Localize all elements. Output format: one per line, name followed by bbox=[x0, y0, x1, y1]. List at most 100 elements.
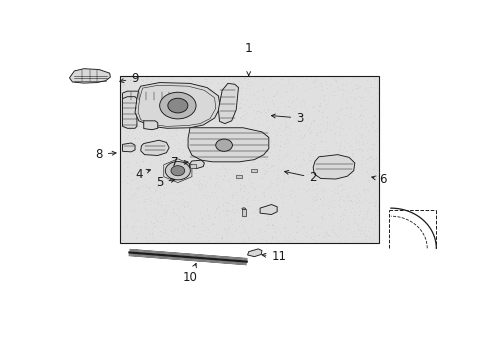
Point bbox=[220, 124, 227, 130]
Point bbox=[176, 175, 183, 180]
Point bbox=[138, 183, 146, 189]
Point bbox=[269, 156, 277, 162]
Point bbox=[145, 148, 153, 153]
Point bbox=[161, 118, 169, 124]
Point bbox=[162, 227, 169, 233]
Point bbox=[353, 200, 361, 206]
Point bbox=[293, 218, 301, 224]
Point bbox=[273, 177, 281, 183]
Point bbox=[194, 83, 202, 89]
Point bbox=[232, 135, 240, 141]
Point bbox=[256, 204, 264, 210]
Point bbox=[212, 93, 220, 99]
Point bbox=[232, 193, 240, 198]
Point bbox=[130, 116, 138, 121]
Point bbox=[217, 152, 225, 158]
Point bbox=[222, 213, 230, 219]
Point bbox=[367, 193, 375, 199]
Point bbox=[240, 214, 247, 220]
Point bbox=[364, 200, 372, 206]
Point bbox=[216, 153, 224, 159]
Point bbox=[121, 216, 129, 222]
Point bbox=[166, 175, 174, 181]
Point bbox=[250, 194, 258, 199]
Point bbox=[244, 237, 252, 243]
Point bbox=[194, 99, 202, 104]
Point bbox=[306, 150, 314, 156]
Point bbox=[373, 116, 381, 122]
Point bbox=[231, 197, 239, 203]
Point bbox=[157, 198, 165, 204]
Point bbox=[127, 131, 135, 136]
Point bbox=[229, 103, 237, 108]
Point bbox=[289, 235, 297, 241]
Point bbox=[191, 157, 199, 163]
Point bbox=[344, 104, 351, 110]
Point bbox=[126, 96, 134, 102]
Point bbox=[334, 190, 342, 196]
Point bbox=[239, 207, 247, 213]
Point bbox=[138, 137, 146, 143]
Point bbox=[270, 143, 278, 149]
Point bbox=[267, 179, 275, 185]
Point bbox=[142, 74, 149, 80]
Point bbox=[253, 214, 261, 220]
Text: 7: 7 bbox=[171, 157, 188, 170]
Point bbox=[339, 80, 346, 86]
Point bbox=[331, 109, 339, 115]
Point bbox=[286, 194, 294, 199]
Point bbox=[331, 117, 339, 123]
Point bbox=[225, 208, 233, 213]
Point bbox=[202, 81, 209, 86]
Point bbox=[122, 180, 130, 186]
Point bbox=[195, 178, 203, 184]
Point bbox=[291, 83, 299, 89]
Point bbox=[238, 195, 245, 201]
Point bbox=[265, 149, 273, 155]
Point bbox=[271, 228, 279, 234]
Point bbox=[195, 210, 203, 216]
Point bbox=[362, 197, 369, 203]
Point bbox=[205, 193, 213, 199]
Point bbox=[280, 145, 287, 150]
Point bbox=[155, 157, 163, 163]
Point bbox=[273, 88, 281, 94]
Point bbox=[247, 180, 255, 185]
Point bbox=[268, 234, 276, 240]
Point bbox=[127, 185, 135, 191]
Point bbox=[338, 186, 346, 192]
Point bbox=[269, 168, 277, 174]
Point bbox=[337, 181, 345, 187]
Point bbox=[239, 157, 247, 163]
Point bbox=[121, 117, 129, 123]
Point bbox=[313, 83, 321, 89]
Point bbox=[363, 77, 370, 83]
Point bbox=[208, 221, 216, 227]
Point bbox=[241, 183, 249, 189]
Point bbox=[369, 164, 377, 170]
Point bbox=[368, 147, 376, 152]
Point bbox=[252, 230, 260, 236]
Point bbox=[162, 164, 170, 170]
Point bbox=[256, 155, 264, 161]
Point bbox=[131, 220, 139, 225]
Point bbox=[150, 223, 158, 229]
Point bbox=[368, 93, 376, 99]
Point bbox=[350, 74, 358, 80]
Point bbox=[259, 107, 267, 113]
Point bbox=[152, 138, 160, 144]
Point bbox=[272, 132, 280, 138]
Point bbox=[164, 136, 172, 142]
Point bbox=[329, 123, 337, 129]
Point bbox=[259, 86, 267, 91]
Point bbox=[167, 122, 175, 128]
Point bbox=[323, 114, 330, 120]
Point bbox=[221, 146, 228, 152]
Point bbox=[305, 85, 313, 91]
Point bbox=[262, 237, 269, 243]
Point bbox=[287, 212, 295, 218]
Point bbox=[348, 153, 356, 159]
Point bbox=[374, 169, 382, 175]
Point bbox=[364, 89, 371, 94]
Point bbox=[308, 225, 316, 231]
